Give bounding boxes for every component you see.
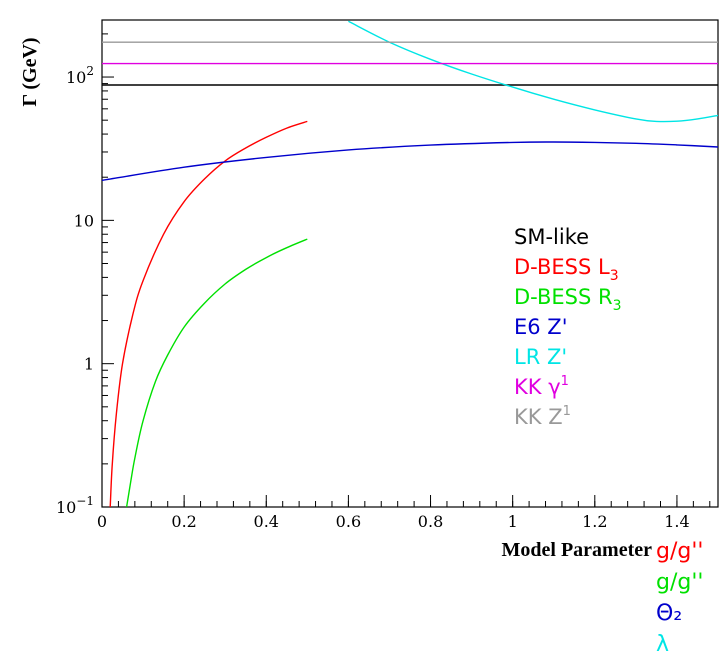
x-tick-label: 0.2 bbox=[171, 512, 196, 531]
data-lines bbox=[102, 20, 718, 507]
model-parameter-2: g/g'' bbox=[656, 570, 703, 595]
axes: 0 0.2 0.4 0.6 0.8 1 1.2 1.4 10−1 1 10 102 bbox=[56, 33, 711, 531]
x-tick-label: 0.8 bbox=[418, 512, 443, 531]
y-tick-label: 10 bbox=[74, 211, 94, 230]
x-tick-label: 0.4 bbox=[254, 512, 279, 531]
legend-entry-sm-like: SM-like bbox=[514, 225, 589, 249]
plot-frame bbox=[101, 19, 719, 508]
y-tick-label: 1 bbox=[84, 355, 94, 374]
x-tick-label: 1 bbox=[508, 512, 518, 531]
legend-entry-e6-z: E6 Z' bbox=[514, 315, 567, 339]
series-group bbox=[102, 20, 718, 507]
legend-entry-kk: KK γ1 bbox=[514, 374, 569, 399]
legend-entry-lr-z: LR Z' bbox=[514, 345, 567, 369]
y-tick-label: 10−1 bbox=[56, 494, 94, 517]
series-line-d-bess-r bbox=[125, 238, 308, 507]
x-tick-label: 1.2 bbox=[582, 512, 607, 531]
legend-entry-d-bess-r: D-BESS R3 bbox=[514, 285, 622, 314]
model-parameter-3: Θ₂ bbox=[656, 601, 682, 626]
y-tick-label: 102 bbox=[66, 64, 94, 87]
plot-area bbox=[101, 19, 719, 508]
axis-titles: Γ (GeV) Model Parameter bbox=[19, 37, 652, 561]
legend-entry-d-bess-l: D-BESS L3 bbox=[514, 255, 619, 284]
model-parameter-list: g/g'' g/g'' Θ₂ λ bbox=[656, 539, 703, 655]
legend-entry-kk-z: KK Z1 bbox=[514, 404, 571, 429]
x-tick-label: 0.6 bbox=[336, 512, 361, 531]
x-tick-label: 1.4 bbox=[664, 512, 689, 531]
model-parameter-4: λ bbox=[656, 632, 669, 655]
x-tick-label: 0 bbox=[97, 512, 107, 531]
model-parameter-1: g/g'' bbox=[656, 539, 703, 564]
x-axis-title: Model Parameter bbox=[502, 539, 653, 561]
series-line-lr-z bbox=[348, 20, 718, 123]
y-axis-title: Γ (GeV) bbox=[19, 37, 41, 106]
series-line-d-bess-l bbox=[109, 120, 308, 507]
series-line-e6-z bbox=[102, 141, 718, 182]
